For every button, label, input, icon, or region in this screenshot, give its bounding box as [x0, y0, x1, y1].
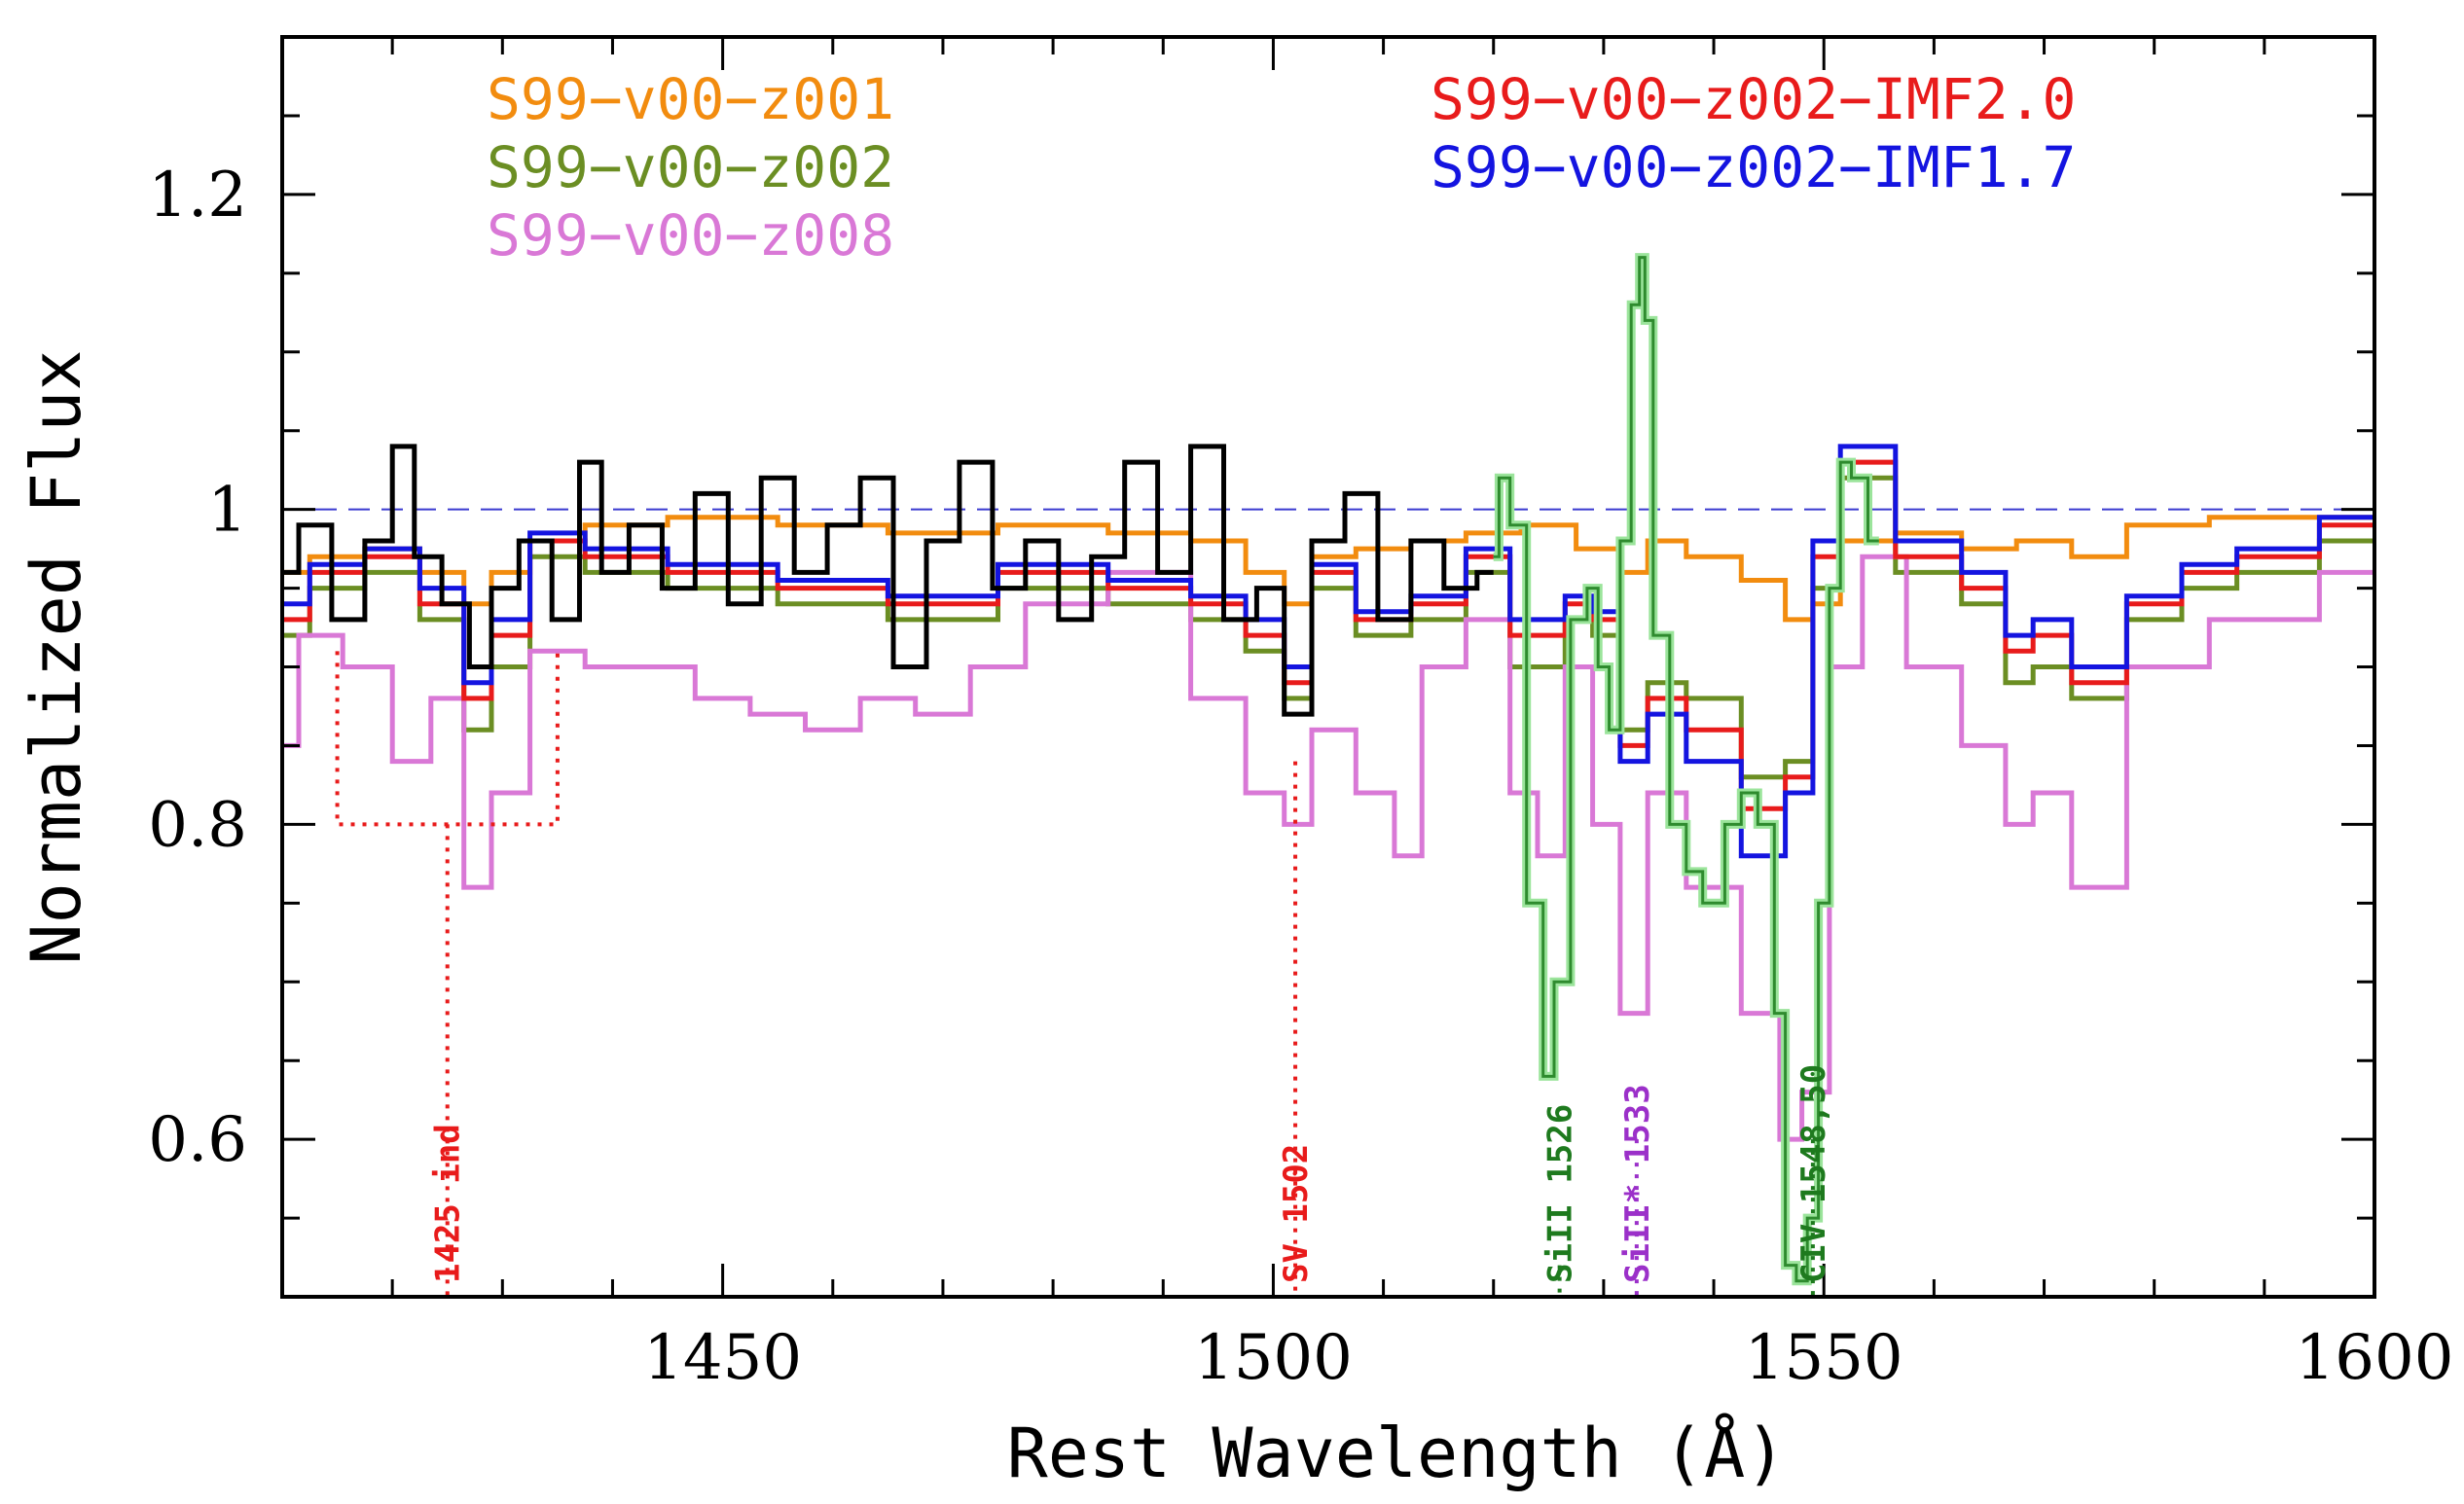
- legend-left-1: S99−v00−z002: [487, 134, 894, 200]
- y-tick-label-2: 1: [207, 475, 247, 547]
- annotation-label-3: SiII* 1533: [1618, 1084, 1657, 1283]
- series-line-4: [282, 444, 2374, 859]
- series-line-2: [282, 554, 2374, 1142]
- annotation-label-2: SiII 1526: [1541, 1104, 1580, 1283]
- annotation-label-4: CIV 1548,50: [1794, 1064, 1833, 1283]
- y-tick-label-3: 1.2: [148, 160, 247, 232]
- legend-right-1: S99−v00−z002−IMF1.7: [1431, 134, 2076, 200]
- y-tick-label-1: 0.8: [148, 789, 247, 861]
- x-tick-label-3: 1600: [2296, 1322, 2454, 1394]
- x-axis-title: Rest Wavelength (Å): [1007, 1414, 1787, 1493]
- x-tick-label-0: 1450: [643, 1322, 802, 1394]
- series-group: [282, 253, 2374, 1297]
- legend-left-2: S99−v00−z008: [487, 202, 894, 269]
- y-tick-label-0: 0.6: [148, 1104, 247, 1176]
- fit-line: [1493, 256, 1879, 1283]
- annotation-label-1: SV 1502: [1277, 1144, 1316, 1283]
- labels: 1425 ind SV 1502 SiII 1526 SiII* 1533 CIV 15…: [17, 66, 2453, 1493]
- legend-left-0: S99−v00−z001: [487, 66, 894, 132]
- axes: [280, 35, 2376, 1299]
- series-line-5: [282, 444, 1494, 717]
- x-tick-label-2: 1550: [1745, 1322, 1903, 1394]
- series-line-0: [282, 515, 2374, 623]
- x-tick-label-1: 1500: [1194, 1322, 1353, 1394]
- y-axis-title: Normalized Flux: [17, 349, 96, 964]
- index-box: [335, 651, 560, 827]
- series-line-3: [282, 459, 2374, 811]
- plot-area: [282, 253, 2374, 1297]
- annotation-label-0: 1425 ind: [429, 1124, 468, 1283]
- legend-right-0: S99−v00−z002−IMF2.0: [1431, 66, 2076, 132]
